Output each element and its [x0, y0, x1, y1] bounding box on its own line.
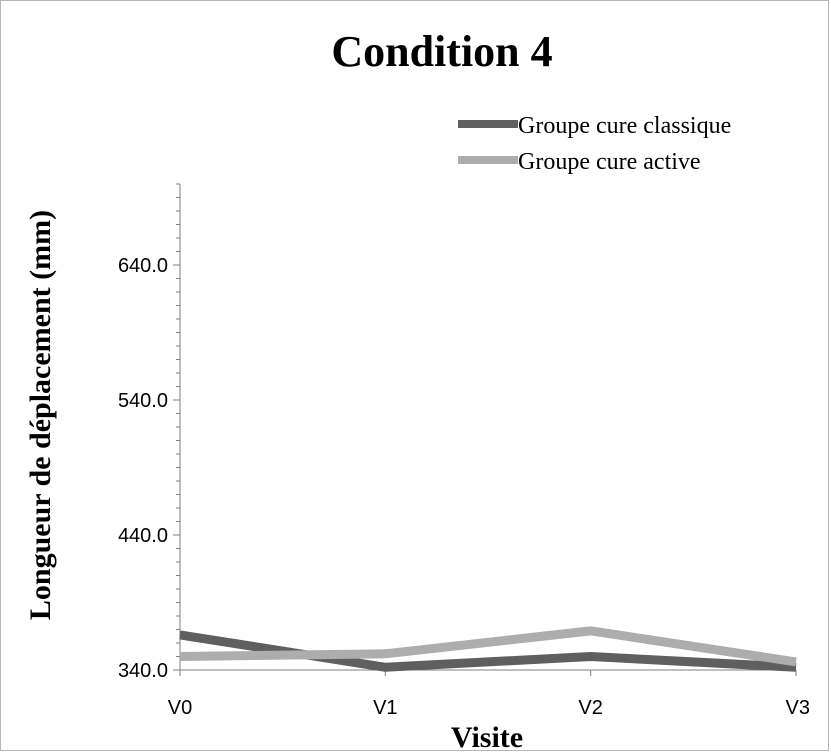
- y-tick-label: 540.0: [118, 390, 168, 412]
- x-axis-ticks: V0 V1 V2 V3: [168, 670, 810, 719]
- x-tick-label: V2: [578, 697, 602, 719]
- y-axis-ticks: 340.0 440.0 540.0 640.0: [118, 183, 180, 682]
- series-lines: [179, 626, 797, 672]
- series-line-groupe-cure-active: [179, 626, 797, 667]
- x-tick-label: V3: [786, 697, 810, 719]
- x-axis-title: Visite: [451, 721, 523, 753]
- y-axis-title: Longueur de déplacement (mm): [24, 210, 57, 620]
- legend-label-groupe-cure-active: Groupe cure active: [518, 149, 701, 175]
- y-tick-label: 640.0: [118, 255, 168, 277]
- legend-label-groupe-cure-classique: Groupe cure classique: [518, 113, 731, 139]
- y-tick-label: 340.0: [118, 660, 168, 682]
- chart-title: Condition 4: [331, 27, 552, 76]
- x-tick-label: V0: [168, 697, 192, 719]
- legend: Groupe cure classique Groupe cure active: [458, 113, 731, 175]
- y-tick-label: 440.0: [118, 525, 168, 547]
- x-tick-label: V1: [373, 697, 397, 719]
